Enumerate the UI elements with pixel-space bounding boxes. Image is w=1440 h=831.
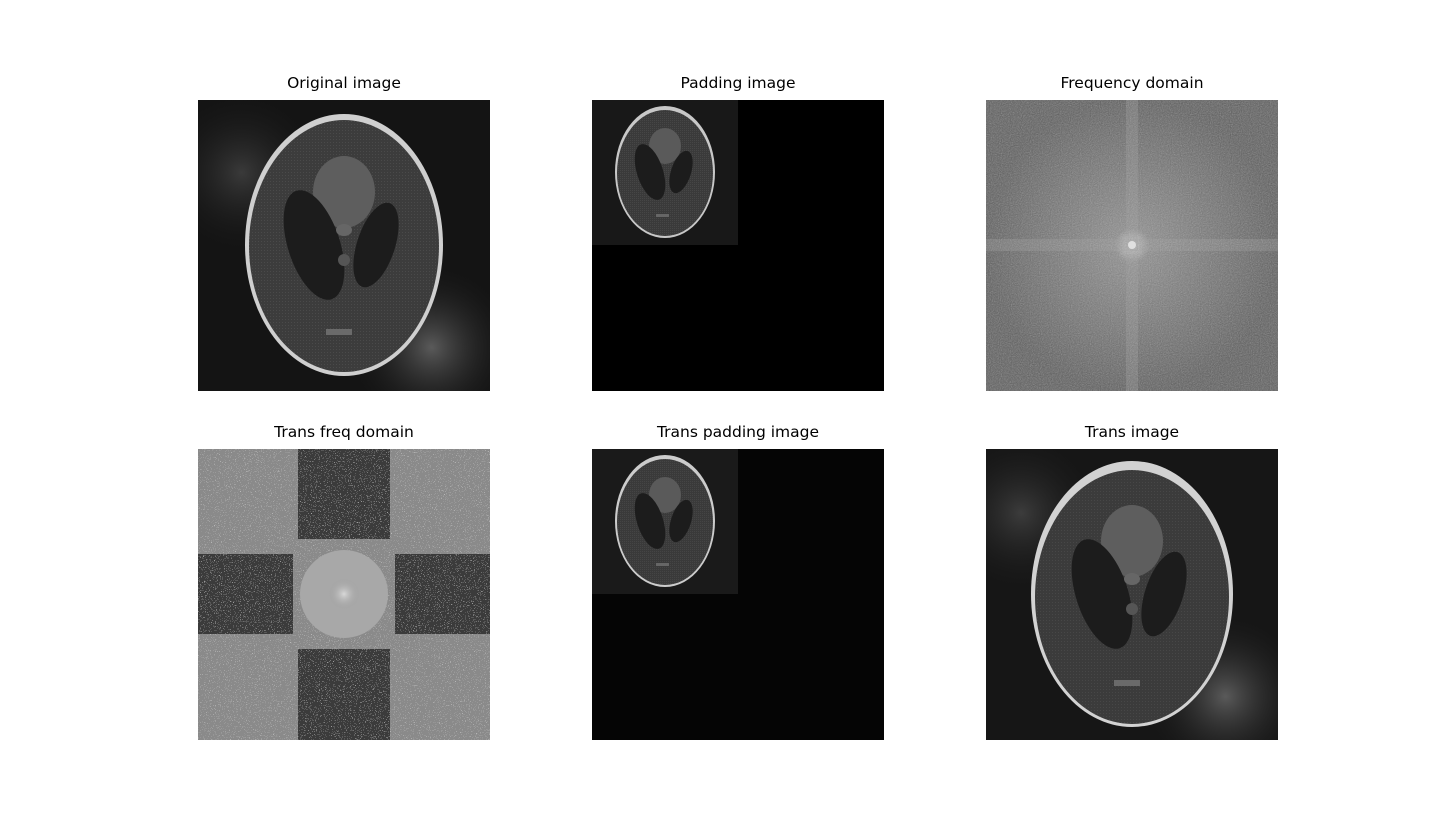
panel-padding-image: Padding image <box>592 74 884 391</box>
trans-freq-domain-image <box>198 449 490 740</box>
padding-image <box>592 100 884 391</box>
panel-title: Original image <box>287 74 401 92</box>
panel-title: Trans padding image <box>656 423 820 441</box>
trans-padding-image <box>592 449 884 740</box>
panel-frequency-domain: Frequency domain <box>986 74 1278 391</box>
panel-trans-padding-image: Trans padding image <box>592 423 884 740</box>
panel-title: Trans image <box>1084 423 1180 441</box>
panel-title: Frequency domain <box>1060 74 1204 92</box>
original-image <box>198 100 490 391</box>
panel-trans-image: Trans image <box>986 423 1278 740</box>
frequency-domain-image <box>986 100 1278 391</box>
panel-title: Trans freq domain <box>274 423 414 441</box>
panel-original-image: Original image <box>198 74 490 391</box>
panel-trans-freq-domain: Trans freq domain <box>198 423 490 740</box>
panel-title: Padding image <box>680 74 796 92</box>
trans-image <box>986 449 1278 740</box>
